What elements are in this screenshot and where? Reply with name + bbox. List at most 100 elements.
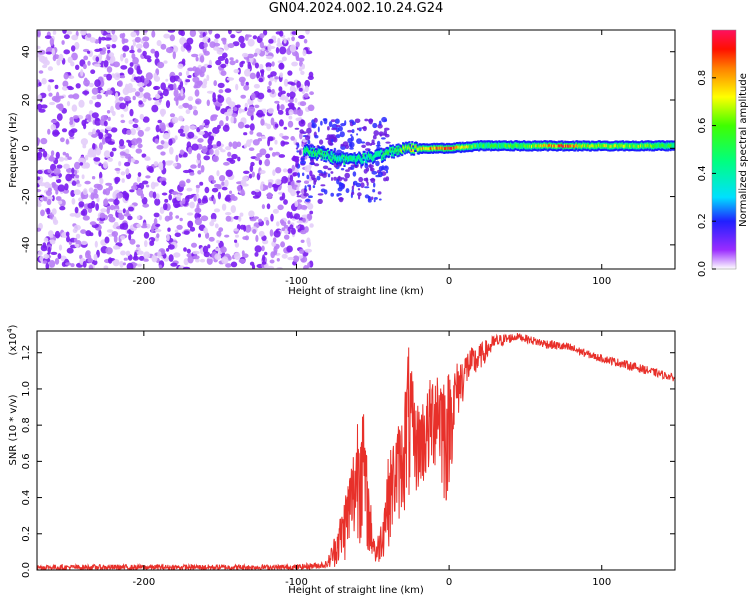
- noise-blob: [87, 60, 91, 66]
- noise-blob: [278, 119, 284, 127]
- noise-blob: [185, 70, 190, 76]
- noise-blob: [47, 246, 51, 255]
- noise-blob: [156, 40, 162, 47]
- noise-blob: [291, 164, 295, 171]
- noise-blob: [117, 80, 123, 87]
- noise-blob: [38, 182, 47, 187]
- noise-blob: [272, 169, 276, 176]
- noise-blob: [70, 128, 78, 134]
- noise-blob: [49, 234, 54, 238]
- noise-blob: [135, 148, 143, 154]
- noise-blob: [215, 59, 222, 66]
- noise-blob: [102, 189, 107, 195]
- noise-blob: [125, 148, 130, 154]
- noise-blob: [37, 30, 41, 38]
- noise-blob: [248, 147, 255, 151]
- noise-blob: [186, 178, 191, 184]
- noise-blob: [122, 262, 126, 266]
- noise-blob: [66, 85, 73, 89]
- noise-blob: [278, 86, 283, 92]
- noise-blob: [106, 73, 112, 81]
- noise-blob: [328, 134, 334, 140]
- noise-blob: [197, 30, 203, 33]
- noise-blob: [85, 162, 90, 169]
- noise-blob: [186, 37, 194, 45]
- noise-blob: [119, 102, 127, 110]
- noise-blob: [253, 52, 258, 57]
- noise-blob: [322, 118, 328, 122]
- noise-blob: [240, 42, 246, 49]
- noise-blob: [254, 104, 260, 109]
- noise-blob: [37, 151, 43, 159]
- noise-blob: [37, 103, 43, 111]
- noise-blob: [66, 167, 73, 173]
- noise-blob: [147, 97, 152, 101]
- noise-blob: [120, 114, 125, 118]
- noise-blob: [218, 89, 224, 94]
- noise-blob: [238, 35, 245, 44]
- noise-blob: [136, 176, 141, 183]
- noise-blob: [100, 208, 107, 213]
- noise-blob: [107, 198, 115, 202]
- noise-blob: [224, 57, 229, 65]
- noise-blob: [211, 187, 219, 193]
- noise-blob: [132, 41, 136, 47]
- noise-blob: [302, 49, 307, 57]
- noise-blob: [52, 55, 57, 62]
- noise-blob: [224, 179, 229, 187]
- noise-blob: [183, 247, 187, 252]
- noise-blob: [203, 50, 210, 56]
- noise-blob: [124, 95, 131, 102]
- colorbar-tick-label: 0.8: [697, 70, 708, 86]
- noise-blob: [189, 30, 197, 37]
- noise-blob: [254, 62, 259, 69]
- noise-blob: [373, 182, 376, 188]
- noise-blob: [110, 127, 118, 133]
- noise-blob: [187, 67, 194, 72]
- noise-blob: [266, 203, 271, 210]
- noise-blob: [211, 144, 219, 149]
- noise-blob: [266, 123, 272, 130]
- noise-blob: [225, 215, 232, 222]
- noise-blob: [118, 212, 123, 219]
- noise-blob: [298, 248, 305, 254]
- noise-blob: [178, 115, 184, 122]
- noise-blob: [287, 184, 293, 189]
- noise-blob: [336, 193, 342, 196]
- noise-blob: [367, 198, 372, 203]
- noise-blob: [42, 260, 48, 264]
- noise-blob: [327, 126, 330, 131]
- noise-blob: [126, 139, 131, 143]
- noise-blob: [83, 123, 87, 130]
- noise-blob: [364, 118, 369, 122]
- noise-blob: [143, 55, 152, 60]
- noise-blob: [143, 41, 150, 49]
- noise-blob: [317, 126, 320, 133]
- noise-blob: [198, 69, 203, 76]
- noise-blob: [213, 80, 217, 87]
- noise-blob: [137, 172, 142, 177]
- noise-blob: [225, 169, 233, 177]
- noise-blob: [281, 56, 287, 62]
- noise-blob: [111, 110, 116, 117]
- noise-blob: [141, 225, 148, 229]
- noise-blob: [66, 235, 70, 243]
- noise-blob: [154, 229, 162, 233]
- noise-blob: [238, 215, 242, 222]
- noise-blob: [273, 185, 279, 192]
- noise-blob: [163, 203, 168, 211]
- noise-blob: [51, 48, 55, 56]
- noise-blob: [287, 220, 291, 225]
- noise-blob: [338, 197, 344, 201]
- noise-blob: [304, 85, 309, 93]
- noise-blob: [88, 131, 93, 136]
- noise-blob: [274, 123, 279, 128]
- noise-blob: [320, 184, 326, 187]
- noise-blob: [250, 114, 254, 121]
- noise-blob: [208, 30, 213, 35]
- noise-blob: [73, 224, 81, 231]
- noise-blob: [105, 126, 112, 131]
- noise-blob: [216, 170, 220, 177]
- noise-blob: [291, 61, 298, 67]
- noise-blob: [217, 94, 222, 99]
